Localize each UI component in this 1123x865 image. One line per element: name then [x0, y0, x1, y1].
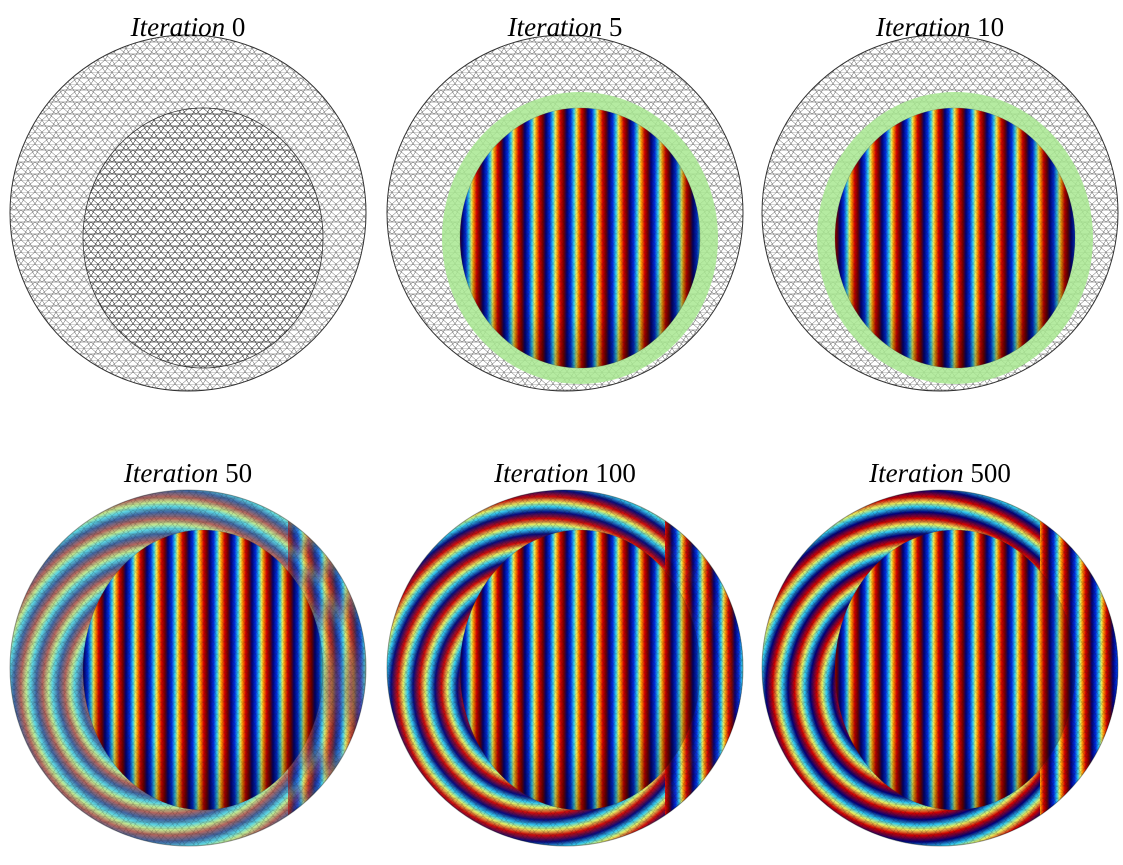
sphere-panel — [10, 490, 368, 846]
panel-label: Iteration — [493, 458, 589, 488]
sphere-panel — [762, 35, 1118, 391]
sphere-panel — [387, 35, 743, 391]
sphere-panel — [387, 490, 745, 846]
panel-title: Iteration 100 — [493, 458, 636, 488]
sphere-panel — [10, 35, 366, 391]
panel-iteration: 10 — [977, 12, 1004, 42]
panel-iteration: 100 — [595, 458, 636, 488]
panel-iteration: 50 — [225, 458, 252, 488]
inner-mesh — [83, 108, 323, 368]
panel-label: Iteration — [123, 458, 219, 488]
panel-iteration: 0 — [232, 12, 246, 42]
panel-iteration: 500 — [970, 458, 1011, 488]
panel-title: Iteration 500 — [868, 458, 1011, 488]
inner-mesh — [460, 108, 700, 368]
inner-mesh — [83, 530, 323, 810]
panel-iteration: 5 — [609, 12, 623, 42]
inner-mesh — [835, 530, 1075, 810]
inner-mesh — [835, 108, 1075, 368]
sphere-panel — [762, 490, 1120, 846]
panel-title: Iteration 50 — [123, 458, 252, 488]
figure: Iteration 0 Iteration 5 Iteration 10 Iterat… — [0, 0, 1123, 865]
inner-mesh — [460, 530, 700, 810]
panel-label: Iteration — [868, 458, 964, 488]
